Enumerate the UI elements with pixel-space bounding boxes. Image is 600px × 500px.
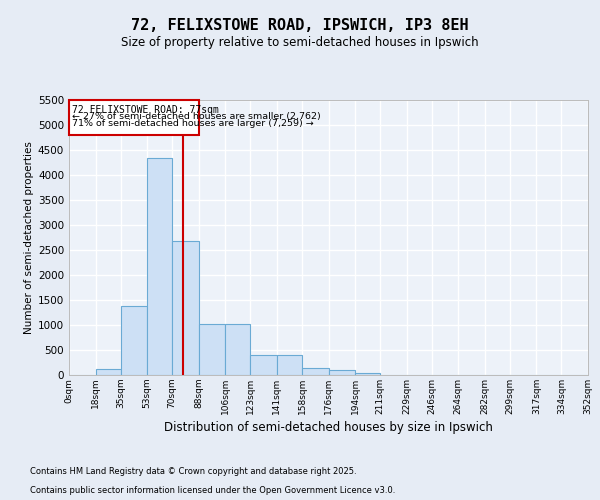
Text: ← 27% of semi-detached houses are smaller (2,762): ← 27% of semi-detached houses are smalle… — [72, 112, 320, 122]
Bar — [199, 324, 225, 375]
Text: Contains HM Land Registry data © Crown copyright and database right 2025.: Contains HM Land Registry data © Crown c… — [30, 467, 356, 476]
Bar — [147, 158, 172, 375]
Bar — [302, 368, 329, 375]
Bar — [172, 241, 199, 375]
Bar — [69, 100, 199, 135]
Bar — [329, 370, 355, 375]
Text: 71% of semi-detached houses are larger (7,259) →: 71% of semi-detached houses are larger (… — [72, 120, 314, 128]
Text: 72 FELIXSTOWE ROAD: 77sqm: 72 FELIXSTOWE ROAD: 77sqm — [72, 105, 219, 115]
Bar — [277, 355, 302, 375]
Bar — [225, 324, 250, 375]
Bar — [250, 355, 277, 375]
X-axis label: Distribution of semi-detached houses by size in Ipswich: Distribution of semi-detached houses by … — [164, 421, 493, 434]
Text: Contains public sector information licensed under the Open Government Licence v3: Contains public sector information licen… — [30, 486, 395, 495]
Bar — [121, 306, 147, 375]
Bar — [355, 372, 380, 375]
Bar — [95, 368, 121, 375]
Y-axis label: Number of semi-detached properties: Number of semi-detached properties — [24, 141, 34, 334]
Text: 72, FELIXSTOWE ROAD, IPSWICH, IP3 8EH: 72, FELIXSTOWE ROAD, IPSWICH, IP3 8EH — [131, 18, 469, 32]
Text: Size of property relative to semi-detached houses in Ipswich: Size of property relative to semi-detach… — [121, 36, 479, 49]
